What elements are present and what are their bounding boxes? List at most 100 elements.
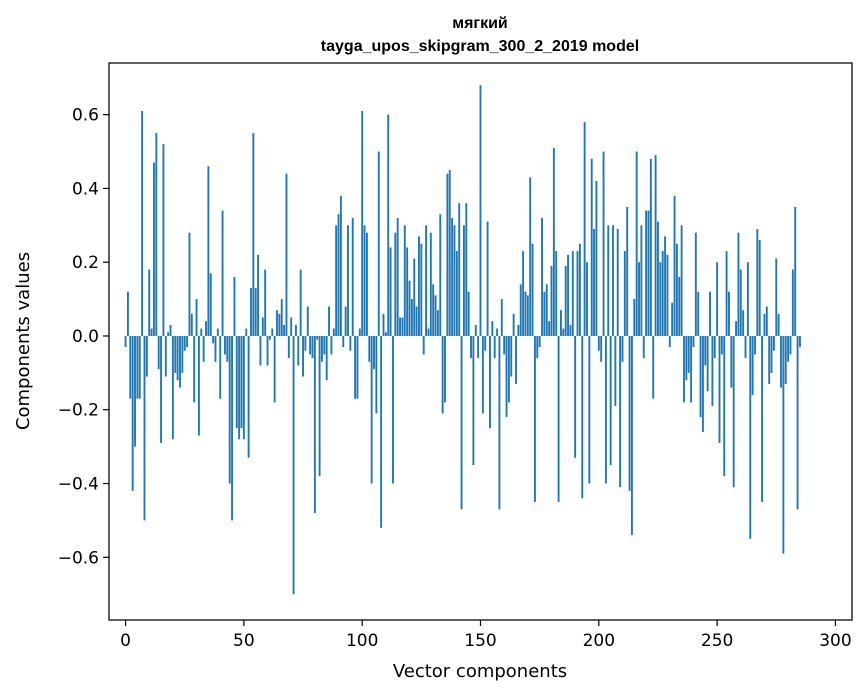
bar bbox=[205, 321, 207, 336]
bar bbox=[574, 335, 577, 458]
bar bbox=[597, 335, 600, 351]
bar bbox=[347, 225, 349, 336]
bar bbox=[543, 291, 546, 336]
bar bbox=[247, 335, 250, 458]
bar bbox=[344, 306, 347, 336]
bar bbox=[138, 335, 141, 399]
bar bbox=[451, 217, 454, 336]
bar bbox=[134, 335, 136, 447]
bar bbox=[294, 324, 297, 336]
bar bbox=[257, 254, 260, 336]
bar bbox=[768, 335, 771, 384]
bar bbox=[299, 269, 302, 336]
y-tick-label: 0.4 bbox=[72, 179, 99, 199]
bar bbox=[761, 335, 764, 502]
bar bbox=[126, 291, 129, 336]
bar bbox=[772, 335, 775, 351]
bar bbox=[339, 195, 342, 336]
bar bbox=[578, 243, 581, 336]
bar bbox=[148, 269, 151, 336]
bar bbox=[635, 151, 638, 336]
bar bbox=[311, 335, 314, 359]
bar bbox=[600, 335, 603, 362]
bar bbox=[567, 254, 569, 336]
bar bbox=[283, 324, 286, 336]
bar bbox=[612, 225, 614, 336]
x-tick-label: 50 bbox=[233, 631, 255, 651]
bar bbox=[380, 335, 383, 528]
bar bbox=[675, 243, 678, 336]
bar bbox=[765, 306, 768, 336]
x-tick-label: 300 bbox=[819, 631, 851, 651]
bar bbox=[593, 228, 596, 336]
bar bbox=[678, 276, 681, 336]
bar bbox=[519, 284, 522, 336]
bar bbox=[370, 335, 373, 484]
bar bbox=[224, 335, 226, 355]
bar bbox=[377, 151, 380, 336]
bar bbox=[259, 335, 262, 366]
bar bbox=[775, 258, 778, 336]
bar bbox=[408, 280, 411, 336]
bar bbox=[375, 335, 378, 414]
bar bbox=[607, 225, 610, 336]
bar bbox=[583, 122, 586, 336]
bar bbox=[524, 291, 527, 336]
bar bbox=[533, 335, 536, 502]
y-tick-label: −0.2 bbox=[58, 401, 99, 421]
bar bbox=[704, 335, 707, 366]
bar bbox=[250, 288, 252, 336]
bar bbox=[415, 306, 418, 336]
bar bbox=[649, 158, 652, 336]
bar bbox=[306, 306, 309, 336]
bar bbox=[626, 206, 629, 336]
bar bbox=[541, 217, 543, 336]
bar bbox=[197, 335, 200, 436]
bar bbox=[453, 225, 456, 336]
bar bbox=[155, 133, 158, 336]
bar bbox=[382, 313, 385, 336]
y-tick-label: −0.6 bbox=[58, 548, 99, 568]
bar bbox=[666, 254, 669, 336]
bar bbox=[657, 221, 659, 336]
bar bbox=[143, 335, 146, 521]
bar bbox=[420, 243, 423, 336]
bar bbox=[162, 144, 165, 336]
bar bbox=[131, 335, 134, 491]
bar bbox=[278, 313, 281, 336]
bar bbox=[638, 262, 640, 336]
bar bbox=[557, 335, 560, 502]
x-axis-label: Vector components bbox=[393, 661, 567, 682]
bar bbox=[460, 335, 463, 510]
bar bbox=[595, 181, 598, 336]
bar bbox=[287, 335, 290, 359]
bar bbox=[124, 335, 127, 348]
bar bbox=[479, 85, 482, 336]
bar bbox=[186, 335, 189, 348]
bar bbox=[538, 335, 541, 348]
bar bbox=[630, 335, 633, 536]
bar bbox=[313, 335, 316, 514]
bar bbox=[654, 155, 657, 336]
bar bbox=[680, 225, 683, 336]
bar bbox=[571, 251, 574, 336]
bar bbox=[351, 217, 354, 336]
bar bbox=[763, 313, 766, 336]
bar bbox=[503, 335, 506, 355]
bar bbox=[489, 335, 491, 429]
bar bbox=[325, 335, 328, 381]
bar bbox=[477, 335, 480, 359]
bar bbox=[448, 169, 451, 336]
bar bbox=[789, 335, 792, 355]
bar bbox=[233, 276, 236, 336]
bar bbox=[356, 335, 359, 399]
bar bbox=[616, 228, 619, 336]
bar bbox=[261, 317, 264, 336]
bar bbox=[216, 328, 219, 336]
bar bbox=[493, 335, 496, 359]
bar bbox=[784, 335, 787, 384]
bar bbox=[399, 317, 401, 336]
bar bbox=[432, 284, 435, 336]
bar bbox=[701, 335, 704, 432]
